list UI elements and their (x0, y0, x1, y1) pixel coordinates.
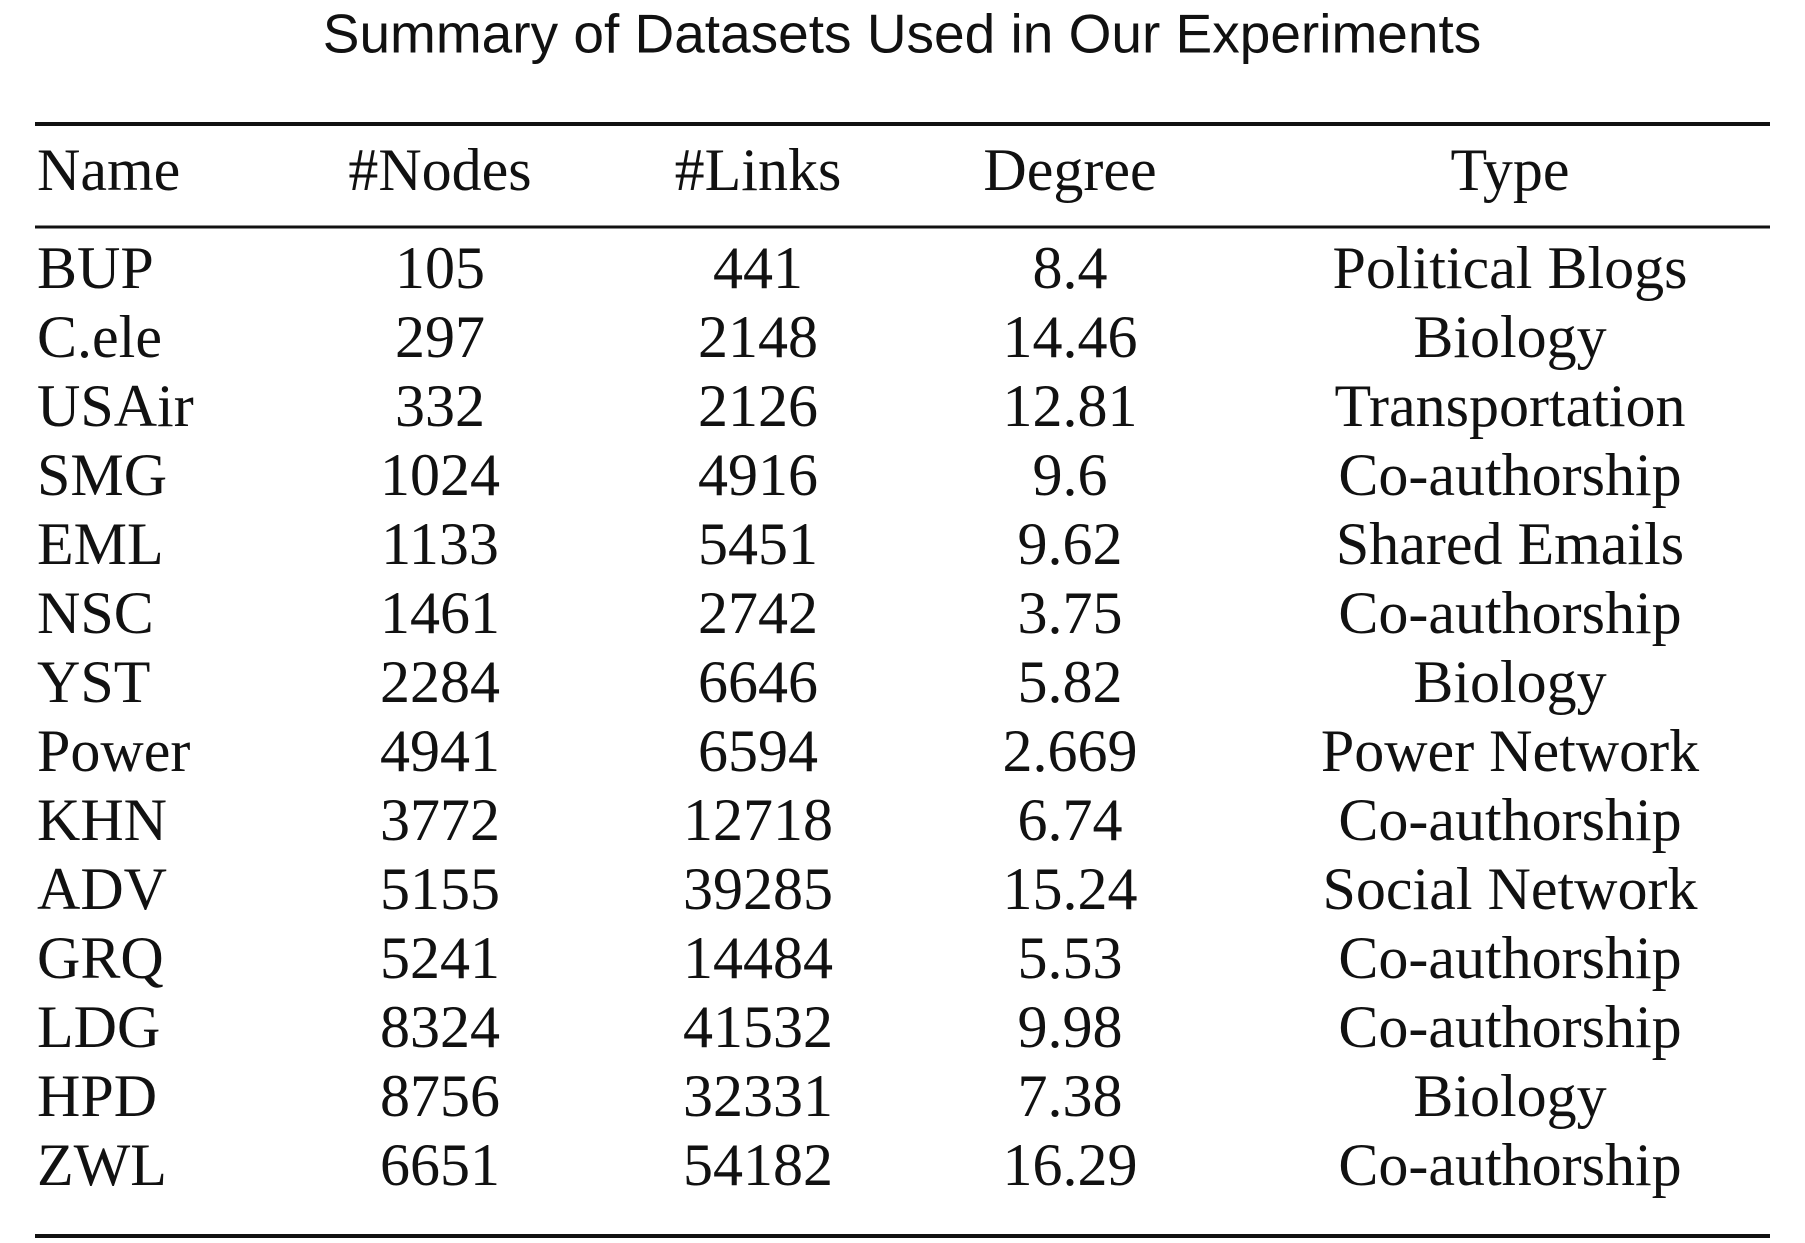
table-cell: 8756 (380, 1063, 500, 1129)
table-cell: Transportation (1334, 373, 1685, 439)
table-cell: 7.38 (1018, 1063, 1123, 1129)
header-cell: Type (1450, 137, 1569, 203)
table-cell: HPD (37, 1063, 157, 1129)
table-cell: 8324 (380, 994, 500, 1060)
header-cell: #Links (675, 137, 842, 203)
table-cell: Co-authorship (1338, 994, 1681, 1060)
table-cell: Co-authorship (1338, 442, 1681, 508)
table-cell: EML (37, 511, 164, 577)
table-cell: USAir (37, 373, 194, 439)
table-cell: SMG (37, 442, 167, 508)
table-cell: Social Network (1323, 856, 1698, 922)
table-cell: 5.82 (1018, 649, 1123, 715)
table-cell: 2126 (698, 373, 818, 439)
table-cell: Power (37, 718, 190, 784)
table-cell: Co-authorship (1338, 1132, 1681, 1198)
table-cell: Shared Emails (1336, 511, 1684, 577)
table-cell: Political Blogs (1332, 235, 1687, 301)
table-title: Summary of Datasets Used in Our Experime… (323, 3, 1481, 65)
table-cell: 5155 (380, 856, 500, 922)
table-cell: ZWL (37, 1132, 167, 1198)
table-cell: C.ele (37, 304, 162, 370)
table-cell: Co-authorship (1338, 580, 1681, 646)
table-cell: 4916 (698, 442, 818, 508)
table-cell: Power Network (1321, 718, 1699, 784)
table-cell: 2.669 (1003, 718, 1138, 784)
table-cell: 12.81 (1003, 373, 1138, 439)
table-cell: 8.4 (1033, 235, 1108, 301)
table-cell: 1133 (381, 511, 499, 577)
table-cell: 5451 (698, 511, 818, 577)
table-cell: 6594 (698, 718, 818, 784)
table-cell: 54182 (683, 1132, 833, 1198)
table-cell: 2148 (698, 304, 818, 370)
table-cell: 1024 (380, 442, 500, 508)
table-cell: 4941 (380, 718, 500, 784)
table-cell: NSC (37, 580, 154, 646)
table-cell: 297 (395, 304, 485, 370)
table-cell: 9.6 (1033, 442, 1108, 508)
table-cell: 32331 (683, 1063, 833, 1129)
table-cell: 12718 (683, 787, 833, 853)
table-cell: Co-authorship (1338, 925, 1681, 991)
table-cell: 3.75 (1018, 580, 1123, 646)
header-cell: Name (37, 137, 180, 203)
header-cell: Degree (983, 137, 1156, 203)
table-cell: 16.29 (1003, 1132, 1138, 1198)
table-cell: 14.46 (1003, 304, 1138, 370)
table-cell: BUP (37, 235, 154, 301)
table-cell: Biology (1413, 304, 1606, 370)
table-cell: 9.62 (1018, 511, 1123, 577)
table-cell: YST (37, 649, 150, 715)
table-cell: 39285 (683, 856, 833, 922)
table-cell: Biology (1413, 649, 1606, 715)
table-cell: 6.74 (1018, 787, 1123, 853)
table-cell: 105 (395, 235, 485, 301)
table-cell: 2284 (380, 649, 500, 715)
table-cell: LDG (37, 994, 160, 1060)
table-cell: ADV (37, 856, 167, 922)
table-cell: 1461 (380, 580, 500, 646)
table-cell: 2742 (698, 580, 818, 646)
table-cell: 6646 (698, 649, 818, 715)
table-cell: 14484 (683, 925, 833, 991)
table-cell: KHN (37, 787, 167, 853)
table-cell: 5241 (380, 925, 500, 991)
table-cell: 332 (395, 373, 485, 439)
table-cell: 441 (713, 235, 803, 301)
table-cell: 6651 (380, 1132, 500, 1198)
table-cell: 9.98 (1018, 994, 1123, 1060)
table-cell: 41532 (683, 994, 833, 1060)
header-cell: #Nodes (348, 137, 531, 203)
table-cell: GRQ (37, 925, 164, 991)
table-cell: Biology (1413, 1063, 1606, 1129)
table-cell: 5.53 (1018, 925, 1123, 991)
table-cell: Co-authorship (1338, 787, 1681, 853)
table-cell: 15.24 (1003, 856, 1138, 922)
table-cell: 3772 (380, 787, 500, 853)
